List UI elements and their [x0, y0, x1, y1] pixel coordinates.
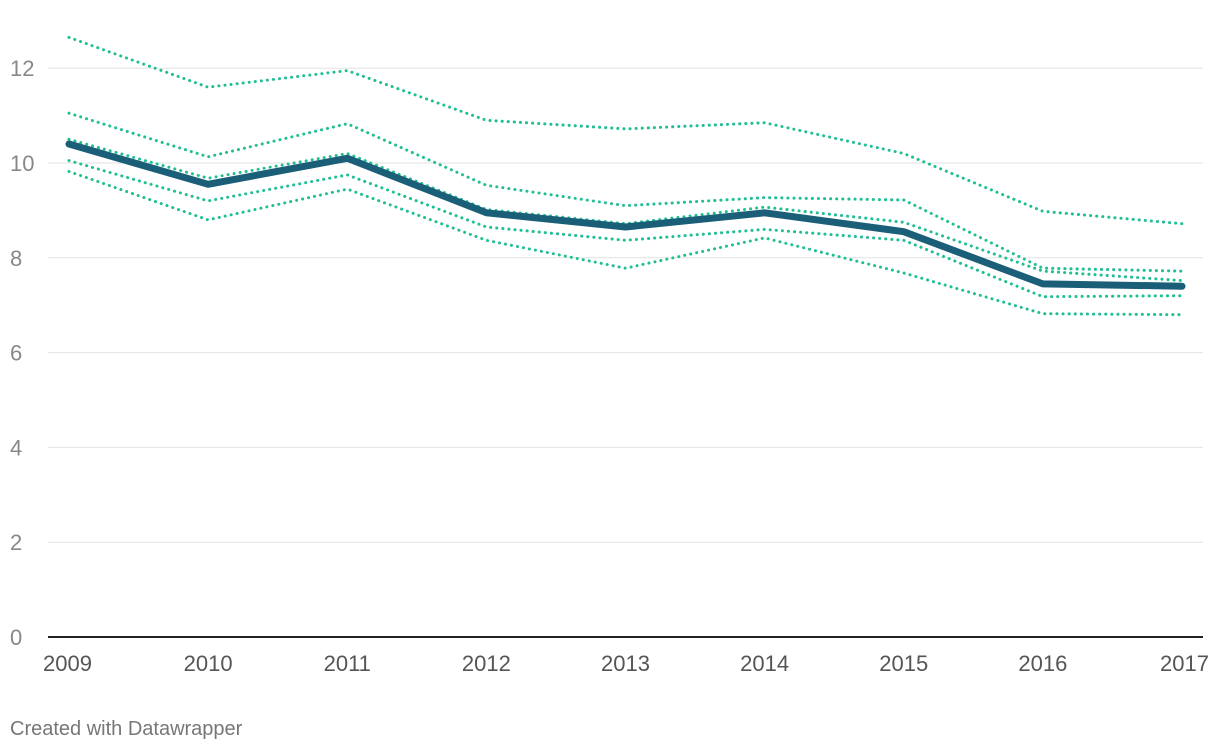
y-tick-label-12: 12	[10, 56, 34, 81]
series-line-3	[67, 111, 1184, 273]
x-tick-label-2013: 2013	[601, 651, 650, 676]
series-line-1	[65, 140, 1186, 290]
x-axis-tick-labels: 2009 2010 2011 2012 2013 2014 2015 2016 2017	[43, 651, 1209, 676]
y-tick-label-6: 6	[10, 341, 22, 366]
x-tick-label-2017: 2017	[1160, 651, 1209, 676]
series-line-6	[67, 170, 1184, 317]
x-tick-label-2010: 2010	[184, 651, 233, 676]
y-axis-tick-labels: 0 2 4 6 8 10 12	[10, 56, 34, 650]
y-tick-label-2: 2	[10, 530, 22, 555]
y-tick-label-8: 8	[10, 246, 22, 271]
series-line-4	[67, 137, 1184, 283]
x-tick-label-2015: 2015	[879, 651, 928, 676]
x-tick-label-2011: 2011	[324, 651, 371, 676]
series-line-2	[67, 35, 1184, 226]
grid-lines	[48, 67, 1203, 638]
y-tick-label-0: 0	[10, 625, 22, 650]
series-layer	[65, 35, 1186, 317]
x-tick-label-2012: 2012	[462, 651, 511, 676]
y-tick-label-4: 4	[10, 435, 22, 460]
datawrapper-credit: Created with Datawrapper	[10, 718, 243, 740]
x-tick-label-2016: 2016	[1018, 651, 1067, 676]
x-tick-label-2009: 2009	[43, 651, 92, 676]
series-line-5	[67, 159, 1184, 299]
x-tick-label-2014: 2014	[740, 651, 789, 676]
y-tick-label-10: 10	[10, 151, 34, 176]
